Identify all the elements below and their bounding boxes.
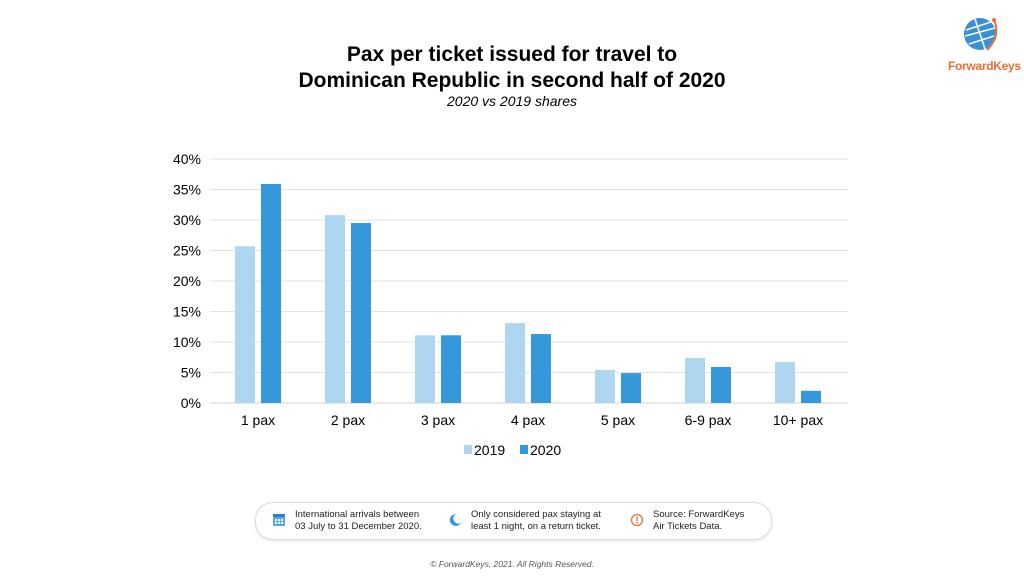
- y-tick-label: 5%: [181, 365, 201, 381]
- forwardkeys-logo: ForwardKeys: [948, 14, 1021, 73]
- bar-2019-4pax: [505, 323, 525, 403]
- chart-title-line-1: Pax per ticket issued for travel to: [346, 43, 678, 66]
- note-line: Source: ForwardKeys: [653, 509, 745, 520]
- bar-2019-10pax: [775, 362, 795, 403]
- note-source: Source: ForwardKeys Air Tickets Data.: [630, 509, 744, 533]
- calendar-icon: [273, 514, 285, 526]
- x-tick-label: 2 pax: [331, 412, 365, 428]
- x-tick-label: 5 pax: [601, 412, 635, 428]
- bar-2020-2pax: [351, 223, 371, 403]
- globe-icon: [964, 18, 998, 51]
- y-tick-label: 0%: [181, 395, 201, 411]
- x-tick-label: 6-9 pax: [685, 412, 732, 428]
- note-line: 03 July to 31 December 2020.: [295, 521, 422, 532]
- y-tick-label: 35%: [173, 182, 201, 198]
- bar-2019-69pax: [685, 357, 705, 403]
- y-tick-label: 30%: [173, 212, 201, 228]
- chart-title-line-2: Dominican Republic in second half of 202…: [298, 69, 726, 92]
- bar-2020-10pax: [801, 390, 821, 403]
- bar-2020-1pax: [261, 184, 281, 403]
- note-line: least 1 night, on a return ticket.: [471, 521, 601, 532]
- bar-2019-3pax: [415, 335, 435, 403]
- logo-text: ForwardKeys: [948, 59, 1021, 73]
- note-line: Air Tickets Data.: [653, 521, 723, 532]
- y-tick-label: 40%: [173, 151, 201, 167]
- y-tick-label: 15%: [173, 304, 201, 320]
- y-tick-label: 20%: [173, 273, 201, 289]
- bar-2019-1pax: [235, 246, 255, 403]
- x-tick-label: 10+ pax: [773, 412, 823, 428]
- x-tick-label: 1 pax: [241, 412, 275, 428]
- bar-2020-5pax: [621, 373, 641, 403]
- x-tick-label: 4 pax: [511, 412, 545, 428]
- bar-2019-5pax: [595, 370, 615, 403]
- y-tick-label: 10%: [173, 334, 201, 350]
- alert-icon: [630, 513, 644, 527]
- note-stay: Only considered pax staying at least 1 ni…: [448, 509, 601, 533]
- legend-label-2019: 2019: [474, 442, 505, 458]
- notes-box: International arrivals between 03 July to…: [255, 502, 772, 540]
- legend-label-2020: 2020: [530, 442, 561, 458]
- copyright: © ForwardKeys, 2021. All Rights Reserved…: [430, 559, 594, 569]
- bar-2020-69pax: [711, 367, 731, 403]
- bar-chart: 0% 5% 10% 15% 20% 25% 30% 35% 40% 1 pax 2 pax 3 pax…: [173, 151, 848, 458]
- note-line: Only considered pax staying at: [471, 509, 601, 520]
- note-line: International arrivals between: [295, 509, 420, 520]
- bar-2020-3pax: [441, 335, 461, 403]
- legend-swatch-2019: [464, 445, 472, 454]
- bar-2020-4pax: [531, 334, 551, 403]
- x-tick-label: 3 pax: [421, 412, 455, 428]
- note-date-range: International arrivals between 03 July to…: [272, 509, 422, 533]
- bar-2019-2pax: [325, 215, 345, 403]
- y-tick-label: 25%: [173, 243, 201, 259]
- legend-swatch-2020: [520, 445, 528, 454]
- chart-subtitle: 2020 vs 2019 shares: [447, 93, 577, 109]
- moon-icon: [449, 513, 461, 526]
